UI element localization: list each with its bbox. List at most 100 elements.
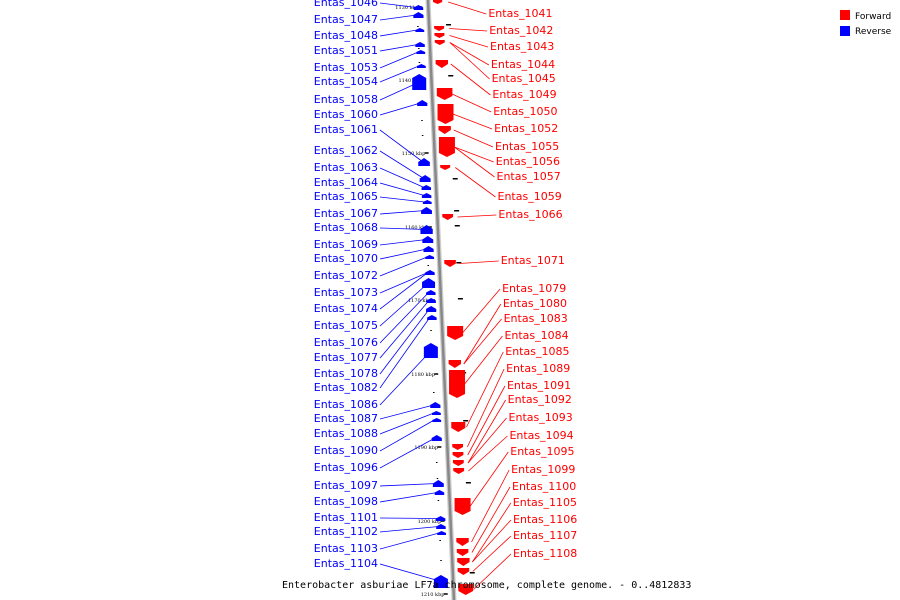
reverse-leader-line [379, 150, 424, 179]
reverse-leader-line [379, 532, 440, 550]
reverse-gene-label[interactable]: Entas_1098 [314, 495, 378, 508]
forward-gene-label[interactable]: Entas_1044 [491, 58, 555, 71]
forward-gene-label[interactable]: Entas_1042 [489, 24, 553, 37]
forward-gene-label[interactable]: Entas_1085 [505, 345, 569, 358]
reverse-gene-label[interactable]: Entas_1061 [314, 123, 378, 136]
forward-gene-label[interactable]: Entas_1080 [503, 297, 567, 310]
reverse-gene-label[interactable]: Entas_1069 [314, 238, 378, 251]
reverse-gene-label[interactable]: Entas_1103 [314, 542, 378, 555]
reverse-gene-label[interactable]: Entas_1047 [314, 13, 378, 26]
reverse-gene-label[interactable]: Entas_1102 [314, 525, 378, 538]
reverse-gene-label[interactable]: Entas_1048 [314, 29, 378, 42]
reverse-gene-label[interactable]: Entas_1067 [314, 207, 378, 220]
minor-tick [421, 135, 424, 136]
forward-leader-line [472, 535, 512, 572]
forward-gene-label[interactable]: Entas_1100 [512, 480, 576, 493]
forward-gene-label[interactable]: Entas_1107 [513, 529, 577, 542]
forward-gene-label[interactable]: Entas_1052 [494, 122, 558, 135]
reverse-gene-label[interactable]: Entas_1060 [314, 108, 378, 121]
forward-gene-label[interactable]: Entas_1106 [513, 513, 577, 526]
forward-gene-arrow [442, 214, 454, 220]
reverse-gene-arrow [425, 255, 435, 259]
reverse-gene-label[interactable]: Entas_1086 [314, 398, 378, 411]
reverse-gene-label[interactable]: Entas_1077 [314, 351, 378, 364]
forward-gene-label[interactable]: Entas_1041 [488, 7, 552, 20]
forward-gene-label[interactable]: Entas_1091 [507, 379, 571, 392]
reverse-gene-arrow [421, 207, 432, 214]
reverse-gene-arrow [422, 200, 432, 204]
forward-gene-label[interactable]: Entas_1093 [509, 411, 573, 424]
forward-gene-label[interactable]: Entas_1071 [501, 254, 565, 267]
forward-gene-label[interactable]: Entas_1055 [495, 140, 559, 153]
reverse-gene-label[interactable]: Entas_1075 [314, 319, 378, 332]
reverse-gene-label[interactable]: Entas_1070 [314, 252, 378, 265]
reverse-leader-line [379, 29, 418, 37]
reverse-leader-line [379, 437, 436, 469]
reverse-gene-label[interactable]: Entas_1054 [314, 75, 378, 88]
forward-gene-label[interactable]: Entas_1079 [502, 282, 566, 295]
forward-gene-label[interactable]: Entas_1083 [504, 312, 568, 325]
reverse-gene-label[interactable]: Entas_1101 [314, 511, 378, 524]
reverse-gene-label[interactable]: Entas_1063 [314, 161, 378, 174]
forward-leader-line [463, 318, 502, 365]
reverse-gene-label[interactable]: Entas_1090 [314, 444, 378, 457]
reverse-gene-arrow [413, 12, 424, 18]
forward-gene-label[interactable]: Entas_1056 [496, 155, 560, 168]
reverse-gene-label[interactable]: Entas_1073 [314, 286, 378, 299]
forward-gene-label[interactable]: Entas_1059 [498, 190, 562, 203]
forward-gene-label[interactable]: Entas_1066 [498, 208, 562, 221]
forward-gene-label[interactable]: Entas_1045 [492, 72, 556, 85]
reverse-gene-label[interactable]: Entas_1096 [314, 461, 378, 474]
forward-gene-arrow [435, 60, 448, 68]
reverse-gene-label[interactable]: Entas_1082 [314, 381, 378, 394]
forward-gene-label[interactable]: Entas_1057 [497, 170, 561, 183]
reverse-gene-label[interactable]: Entas_1078 [314, 367, 378, 380]
minor-tick [454, 210, 460, 212]
minor-tick [469, 572, 475, 574]
reverse-gene-label[interactable]: Entas_1074 [314, 302, 378, 315]
forward-gene-label[interactable]: Entas_1049 [492, 88, 556, 101]
forward-gene-arrow [440, 165, 451, 170]
minor-tick [465, 482, 471, 484]
reverse-leader-line [379, 239, 427, 246]
forward-leader-line [459, 260, 499, 264]
forward-gene-label[interactable]: Entas_1089 [506, 362, 570, 375]
reverse-leader-line [379, 404, 434, 420]
forward-gene-label[interactable]: Entas_1092 [508, 393, 572, 406]
reverse-leader-line [379, 129, 424, 163]
reverse-gene-label[interactable]: Entas_1065 [314, 190, 378, 203]
reverse-gene-arrow [423, 246, 434, 252]
tick-label: 1130 kbp [395, 5, 419, 11]
reverse-gene-label[interactable]: Entas_1068 [314, 221, 378, 234]
reverse-gene-label[interactable]: Entas_1072 [314, 269, 378, 282]
forward-gene-label[interactable]: Entas_1105 [513, 496, 577, 509]
forward-gene-label[interactable]: Entas_1108 [513, 547, 577, 560]
forward-gene-label[interactable]: Entas_1095 [510, 445, 574, 458]
minor-tick [439, 540, 441, 541]
forward-gene-arrow [436, 88, 453, 100]
forward-gene-label[interactable]: Entas_1084 [504, 329, 568, 342]
forward-leader-line [453, 129, 494, 148]
minor-tick [454, 225, 460, 227]
forward-gene-arrow [457, 568, 470, 575]
reverse-gene-label[interactable]: Entas_1062 [314, 144, 378, 157]
forward-gene-label[interactable]: Entas_1043 [490, 40, 554, 53]
forward-gene-label[interactable]: Entas_1094 [509, 429, 573, 442]
reverse-gene-label[interactable]: Entas_1058 [314, 93, 378, 106]
reverse-gene-label[interactable]: Entas_1064 [314, 176, 378, 189]
reverse-gene-label[interactable]: Entas_1076 [314, 336, 378, 349]
tick-label: 1180 kbp [411, 372, 435, 378]
reverse-gene-label[interactable]: Entas_1053 [314, 61, 378, 74]
reverse-gene-label[interactable]: Entas_1088 [314, 427, 378, 440]
tick-label: 1160 kbp [405, 225, 429, 231]
reverse-gene-label[interactable]: Entas_1087 [314, 412, 378, 425]
reverse-gene-arrow [418, 158, 430, 166]
forward-gene-label[interactable]: Entas_1050 [493, 105, 557, 118]
forward-leader-line [471, 469, 510, 543]
reverse-gene-label[interactable]: Entas_1051 [314, 44, 378, 57]
forward-gene-label[interactable]: Entas_1099 [511, 463, 575, 476]
reverse-gene-label[interactable]: Entas_1104 [314, 557, 378, 570]
reverse-gene-label[interactable]: Entas_1097 [314, 479, 378, 492]
legend-label-forward: Forward [855, 12, 891, 22]
reverse-gene-label[interactable]: Entas_1046 [314, 0, 378, 9]
